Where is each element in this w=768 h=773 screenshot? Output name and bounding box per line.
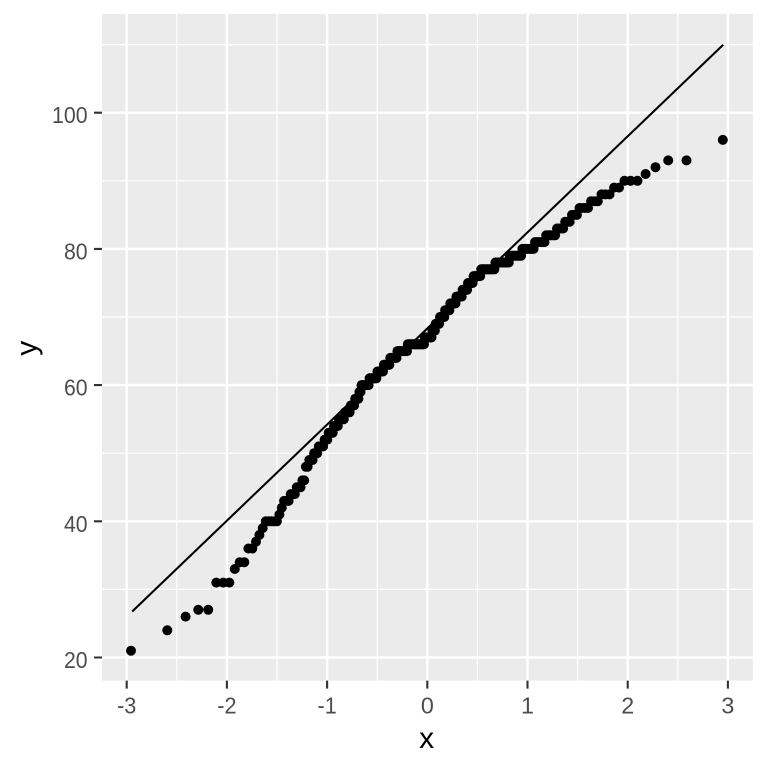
svg-text:1: 1: [521, 693, 534, 719]
svg-text:-1: -1: [318, 693, 337, 719]
svg-text:-2: -2: [217, 693, 236, 719]
svg-text:20: 20: [64, 647, 88, 673]
svg-text:40: 40: [64, 511, 88, 537]
svg-text:0: 0: [421, 693, 434, 719]
svg-text:y: y: [11, 341, 44, 356]
svg-text:100: 100: [52, 102, 88, 128]
svg-text:2: 2: [621, 693, 634, 719]
svg-text:x: x: [419, 722, 434, 755]
svg-text:3: 3: [721, 693, 734, 719]
svg-text:80: 80: [64, 238, 88, 264]
svg-text:-3: -3: [117, 693, 136, 719]
svg-text:60: 60: [64, 375, 88, 401]
